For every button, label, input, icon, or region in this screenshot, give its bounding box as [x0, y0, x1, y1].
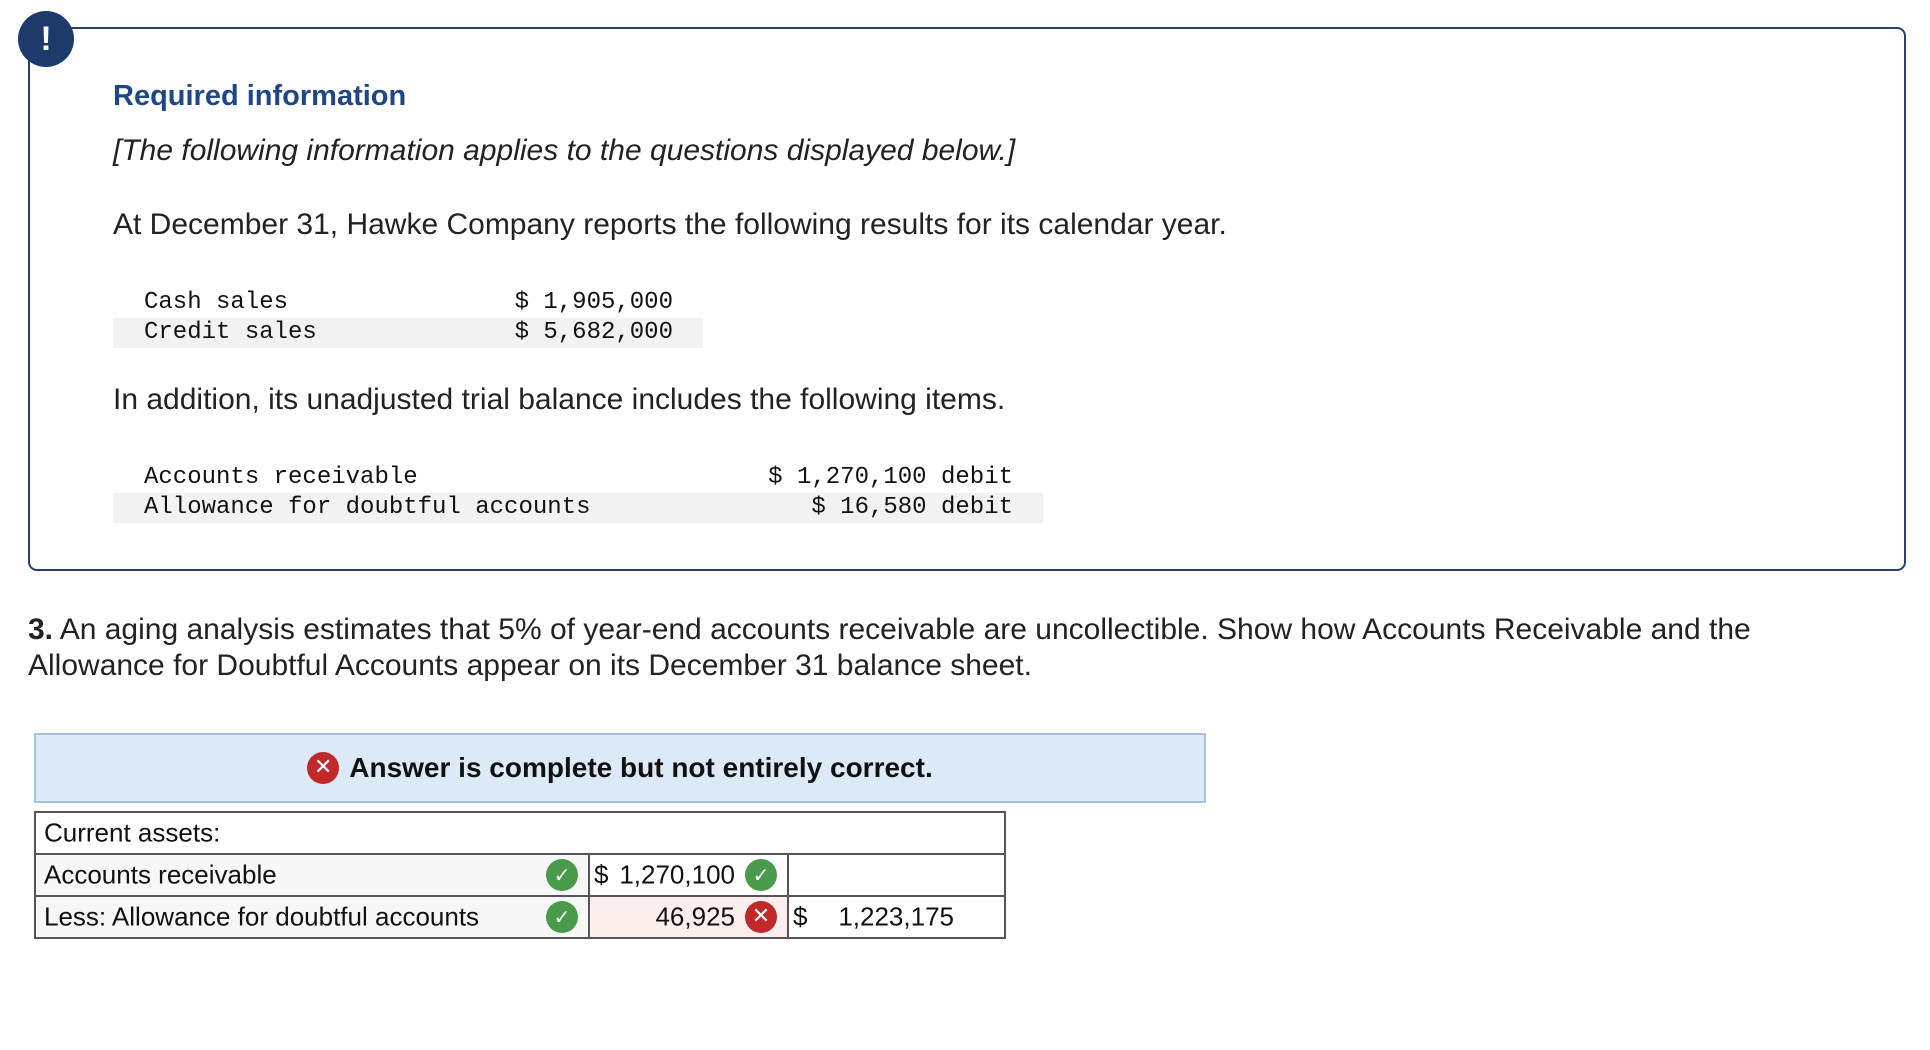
- row-label: Accounts receivable: [44, 859, 277, 890]
- required-information-panel: [28, 27, 1906, 571]
- required-info-title: Required information: [113, 80, 407, 112]
- amount-value: 1,270,100: [619, 859, 735, 890]
- label-cell[interactable]: Accounts receivable ✓: [34, 853, 590, 897]
- exclamation-icon: !: [18, 11, 74, 67]
- x-circle-icon: ✕: [307, 752, 340, 784]
- trial-label: Accounts receivable: [144, 464, 418, 491]
- amount-value: 46,925: [655, 901, 735, 932]
- check-circle-icon: ✓: [546, 859, 578, 891]
- trial-value: $ 16,580 debit: [811, 494, 1013, 521]
- trial-row: Allowance for doubtful accounts $ 16,580…: [113, 493, 1043, 523]
- sales-label: Credit sales: [144, 319, 317, 346]
- x-circle-icon: ✕: [745, 901, 777, 933]
- sales-value: $ 1,905,000: [514, 289, 673, 316]
- total-cell[interactable]: [787, 853, 1006, 897]
- dollar-sign: $: [793, 901, 808, 932]
- intro-text: At December 31, Hawke Company reports th…: [113, 208, 1227, 241]
- check-circle-icon: ✓: [546, 901, 578, 933]
- sales-row: Credit sales $ 5,682,000: [113, 318, 703, 348]
- question-body: An aging analysis estimates that 5% of y…: [28, 613, 1751, 682]
- label-cell[interactable]: Less: Allowance for doubtful accounts ✓: [34, 895, 590, 939]
- check-circle-icon: ✓: [745, 859, 777, 891]
- table-row: Accounts receivable ✓ $ 1,270,100 ✓: [34, 853, 1006, 897]
- amount-cell[interactable]: $ 1,270,100 ✓: [588, 853, 789, 897]
- question-text: 3. An aging analysis estimates that 5% o…: [28, 612, 1888, 684]
- question-number: 3.: [28, 613, 54, 646]
- amount-cell[interactable]: 46,925 ✕: [588, 895, 789, 939]
- trial-balance-table: Accounts receivable $ 1,270,100 debit Al…: [113, 463, 1043, 523]
- current-assets-header: Current assets:: [44, 817, 221, 848]
- total-value: 1,223,175: [838, 901, 954, 932]
- table-row: Less: Allowance for doubtful accounts ✓ …: [34, 895, 1006, 939]
- banner-text: Answer is complete but not entirely corr…: [349, 752, 933, 783]
- trial-label: Allowance for doubtful accounts: [144, 494, 591, 521]
- sales-label: Cash sales: [144, 289, 289, 316]
- dollar-sign: $: [594, 859, 609, 890]
- addition-text: In addition, its unadjusted trial balanc…: [113, 383, 1006, 416]
- sales-table: Cash sales $ 1,905,000 Credit sales $ 5,…: [113, 288, 703, 348]
- info-note: [The following information applies to th…: [113, 134, 1016, 167]
- result-banner: ✕ Answer is complete but not entirely co…: [34, 733, 1206, 803]
- sales-row: Cash sales $ 1,905,000: [113, 288, 703, 318]
- header-cell: Current assets:: [34, 811, 1006, 855]
- total-cell[interactable]: $ 1,223,175: [787, 895, 1006, 939]
- trial-row: Accounts receivable $ 1,270,100 debit: [113, 463, 1043, 493]
- trial-value: $ 1,270,100 debit: [768, 464, 1013, 491]
- sales-value: $ 5,682,000: [514, 319, 673, 346]
- table-row: Current assets:: [34, 811, 1006, 855]
- answer-table: Current assets: Accounts receivable ✓ $ …: [34, 811, 1006, 939]
- row-label: Less: Allowance for doubtful accounts: [44, 901, 480, 932]
